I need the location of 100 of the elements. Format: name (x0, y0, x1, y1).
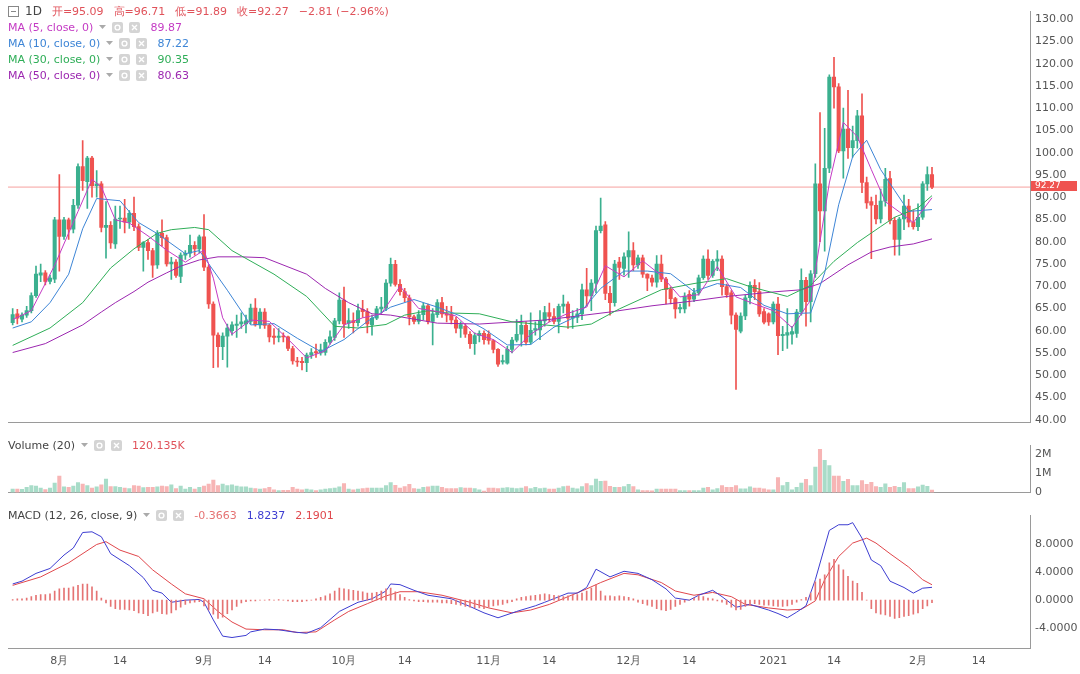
chart-title: MACD (12, 26, close, 9) (8, 508, 138, 522)
bar (584, 483, 589, 493)
x-tick-label: 2月 (909, 654, 927, 668)
bar (873, 486, 879, 493)
y-tick-label: -4.0000 (1035, 621, 1078, 635)
bar (715, 488, 720, 493)
bar (220, 483, 225, 493)
bar (794, 487, 799, 493)
bar (892, 485, 897, 493)
x-tick-label: 14 (542, 654, 557, 668)
bar (864, 484, 869, 493)
bar (57, 475, 62, 493)
bar (253, 488, 258, 493)
y-tick-label: 105.00 (1035, 123, 1074, 137)
bar (719, 485, 725, 493)
annotation: 87.22 (157, 36, 189, 50)
bar (705, 487, 711, 493)
y-tick-label: 60.00 (1035, 323, 1067, 337)
bar (631, 486, 636, 493)
bar (52, 482, 57, 493)
bar (75, 482, 81, 493)
x-tick-label: 8月 (50, 654, 69, 668)
y-tick-label: 95.00 (1035, 167, 1067, 181)
bar (822, 459, 827, 493)
annotation: 80.63 (157, 68, 189, 82)
bar (887, 487, 893, 493)
x-tick-label: 14 (397, 654, 412, 668)
y-tick-label: 50.00 (1035, 368, 1067, 382)
bar (108, 486, 113, 493)
bar (113, 486, 118, 493)
bar (803, 479, 809, 493)
bar (850, 485, 855, 493)
y-tick-label: 1M (1035, 466, 1052, 480)
bar (402, 486, 407, 493)
x-tick-label: 14 (257, 654, 272, 668)
y-tick-label: 8.0000 (1035, 536, 1074, 550)
bar (360, 488, 365, 493)
annotation: 90.35 (157, 52, 189, 66)
bar (612, 487, 617, 493)
bar (911, 488, 916, 493)
y-tick-label: 120.00 (1035, 56, 1074, 70)
y-tick-label: 40.00 (1035, 412, 1067, 426)
bar (211, 479, 216, 493)
bar (738, 488, 743, 493)
bar (141, 487, 146, 493)
bar (785, 481, 790, 493)
bar (393, 485, 398, 493)
y-tick-label: 4.0000 (1035, 564, 1074, 578)
annotation: 开=95.09 (51, 3, 104, 19)
annotation: 收=92.27 (237, 3, 289, 19)
bar (603, 480, 608, 493)
bar (150, 487, 155, 493)
bar (775, 477, 781, 493)
x-tick-label: 14 (971, 654, 986, 668)
bar (878, 487, 883, 493)
bar (173, 488, 179, 493)
bar (383, 485, 389, 493)
ref-line-label: 92.27 (1035, 180, 1061, 191)
annotation: -0.3663 (194, 508, 237, 522)
bar (897, 486, 902, 493)
annotation: 低=91.89 (175, 3, 228, 19)
y-tick-label: 0.0000 (1035, 593, 1074, 607)
bar (733, 485, 739, 493)
bar (617, 487, 622, 493)
bar (514, 488, 519, 493)
bar (920, 484, 925, 493)
bar (66, 487, 71, 493)
y-tick-label: 2M (1035, 447, 1052, 461)
annotation: 1.8237 (246, 508, 286, 522)
bar (444, 488, 449, 493)
bar (495, 488, 501, 493)
bar (621, 486, 627, 493)
x-tick-label: 10月 (331, 654, 357, 668)
bar (117, 487, 123, 493)
bar (780, 485, 785, 493)
bar (537, 488, 543, 493)
y-tick-label: 115.00 (1035, 78, 1074, 92)
bar (131, 485, 137, 493)
bar (925, 485, 930, 493)
bar (724, 486, 729, 493)
bar (859, 480, 865, 493)
bar (407, 484, 412, 493)
x-tick-label: 14 (827, 654, 841, 668)
annotation: −2.81 (−2.96%) (298, 4, 389, 18)
bar (43, 489, 48, 493)
bar (906, 488, 911, 493)
annotation: 高=96.71 (113, 3, 166, 19)
bar (290, 487, 295, 493)
bar (579, 486, 585, 493)
y-tick-label: 45.00 (1035, 390, 1067, 404)
y-tick-label: 55.00 (1035, 345, 1067, 359)
bar (187, 487, 193, 493)
text: MA (10, close, 0) (8, 36, 101, 50)
y-tick-label: 125.00 (1035, 34, 1074, 48)
x-tick-label: 2021 (759, 654, 788, 668)
bar (799, 482, 804, 493)
bar (523, 486, 529, 493)
y-tick-label: 90.00 (1035, 190, 1067, 204)
bar (743, 488, 748, 493)
bar (883, 483, 888, 493)
